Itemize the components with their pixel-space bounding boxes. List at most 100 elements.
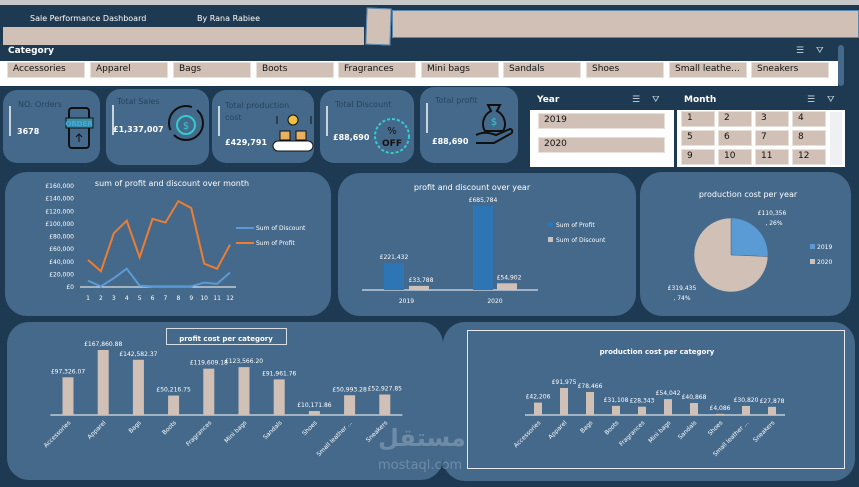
x-tick-label: Accessories <box>43 419 73 449</box>
multi-select-icon[interactable]: ☰ <box>807 95 816 105</box>
x-tick-label: Bags <box>127 419 142 434</box>
year-slicer-label: Year <box>537 95 560 105</box>
x-tick-label: 2019 <box>399 298 414 305</box>
bar <box>384 262 404 290</box>
x-tick-label: Boots <box>161 419 178 436</box>
month-scrollbar[interactable] <box>830 112 842 165</box>
x-tick-label: Fragrances <box>618 419 646 447</box>
bar <box>168 395 180 415</box>
category-chip[interactable]: Shoes <box>586 62 664 78</box>
category-chip[interactable]: Accessories <box>7 62 85 78</box>
year-chip[interactable]: 2020 <box>538 137 665 153</box>
bar <box>534 402 542 415</box>
clear-filter-icon[interactable]: ⛛ <box>827 95 835 105</box>
y-tick-label: £140,000 <box>45 196 74 203</box>
data-label: £54,042 <box>656 390 681 397</box>
category-profit-card <box>7 322 443 480</box>
legend-swatch <box>810 259 815 264</box>
month-chip[interactable]: 11 <box>755 149 789 165</box>
month-chip[interactable]: 3 <box>755 111 789 127</box>
month-chip[interactable]: 8 <box>792 130 826 146</box>
bar <box>238 367 250 415</box>
month-slicer: 1 2 3 4 5 6 7 8 9 10 11 12 <box>677 110 845 167</box>
month-chip[interactable]: 9 <box>681 149 715 165</box>
bar <box>560 388 568 415</box>
data-label: £52,927.85 <box>368 386 403 393</box>
series-line-sum-of-profit <box>87 199 231 273</box>
svg-text:ORDER: ORDER <box>65 120 93 128</box>
order-phone-icon: ORDER <box>65 107 94 149</box>
data-label: £142,582.37 <box>119 351 157 358</box>
month-chip[interactable]: 10 <box>718 149 752 165</box>
category-chip[interactable]: Apparel <box>90 62 168 78</box>
svg-text:$: $ <box>491 117 497 128</box>
kpi-label: Total profit <box>435 96 478 105</box>
kpi-value: £1,337,007 <box>113 125 164 134</box>
multi-select-icon[interactable]: ☰ <box>632 95 641 105</box>
pie-slice-2019 <box>730 217 769 257</box>
data-label: £97,326.07 <box>51 368 86 375</box>
x-tick-label: 7 <box>164 295 168 302</box>
month-chip[interactable]: 4 <box>792 111 826 127</box>
x-tick-label: Sneakers <box>752 419 776 443</box>
series-line-sum-of-discount <box>87 267 231 288</box>
category-chip[interactable]: Boots <box>256 62 334 78</box>
legend-swatch <box>810 244 815 249</box>
kpi-label: Total Discount <box>335 100 392 109</box>
category-chip[interactable]: Small leathe... <box>669 62 747 78</box>
x-tick-label: Sandals <box>262 419 284 441</box>
category-chip[interactable]: Bags <box>173 62 251 78</box>
bar <box>132 359 144 415</box>
x-tick-label: 2020 <box>487 298 502 305</box>
y-tick-label: £40,000 <box>49 259 74 266</box>
category-chip[interactable]: Sneakers <box>751 62 829 78</box>
year-chip[interactable]: 2019 <box>538 113 665 129</box>
data-label: £42,206 <box>526 394 551 401</box>
data-label: £4,086 <box>710 405 731 412</box>
x-tick-label: 12 <box>226 295 234 302</box>
legend-label: Sum of Profit <box>556 222 595 229</box>
top-strip <box>0 0 859 5</box>
data-label: £40,868 <box>682 394 707 401</box>
data-label: £119,609.18 <box>190 360 228 367</box>
conveyor-icon <box>272 114 314 152</box>
category-chip[interactable]: Sandals <box>503 62 581 78</box>
category-scrollbar[interactable] <box>838 45 844 86</box>
month-chip[interactable]: 1 <box>681 111 715 127</box>
x-tick-label: Mini bags <box>223 419 248 444</box>
money-bag-cycle-icon: $ <box>168 105 204 141</box>
multi-select-icon[interactable]: ☰ <box>796 46 805 56</box>
clear-filter-icon[interactable]: ⛛ <box>652 95 660 105</box>
month-chip[interactable]: 7 <box>755 130 789 146</box>
month-chip[interactable]: 12 <box>792 149 826 165</box>
y-tick-label: £100,000 <box>45 221 74 228</box>
kpi-discount: Total Discount £88,690 % OFF <box>320 90 414 163</box>
x-tick-label: Sandals <box>677 419 699 441</box>
clear-filter-icon[interactable]: ⛛ <box>816 46 824 56</box>
kpi-value: £429,791 <box>225 138 268 147</box>
category-chip[interactable]: Fragrances <box>338 62 416 78</box>
data-label: £50,216.75 <box>156 387 191 394</box>
month-chip[interactable]: 5 <box>681 130 715 146</box>
legend-label: Sum of Profit <box>256 240 295 247</box>
y-tick-label: £20,000 <box>49 271 74 278</box>
x-tick-label: Boots <box>603 419 620 436</box>
data-label: £28,343 <box>630 398 655 405</box>
kpi-sales: Total Sales £1,337,007 $ <box>106 89 209 165</box>
x-tick-label: Small leather ... <box>315 419 354 458</box>
category-chip[interactable]: Mini bags <box>421 62 499 78</box>
x-tick-label: 5 <box>138 295 142 302</box>
bar <box>768 406 776 415</box>
data-label: £319,435 <box>668 285 697 292</box>
data-label: £30,820 <box>734 397 759 404</box>
legend-label: Sum of Discount <box>256 225 306 232</box>
x-tick-label: Accessories <box>513 419 543 449</box>
x-tick-label: Bags <box>579 419 594 434</box>
month-chip[interactable]: 2 <box>718 111 752 127</box>
month-chip[interactable]: 6 <box>718 130 752 146</box>
x-tick-label: Apparel <box>547 419 569 441</box>
y-tick-label: £80,000 <box>49 234 74 241</box>
chart-title: production cost per year <box>699 190 798 199</box>
legend-label: 2019 <box>817 244 832 251</box>
